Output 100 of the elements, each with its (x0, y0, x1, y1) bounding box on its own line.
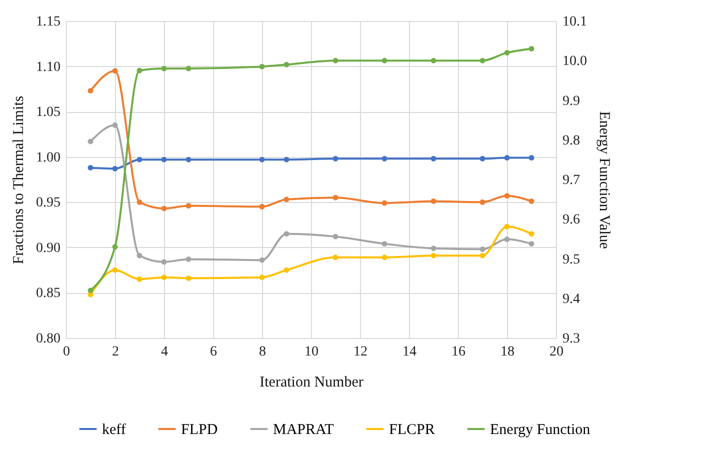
y2-tick-label: 10.0 (562, 54, 587, 70)
point (284, 156, 290, 162)
point (332, 234, 338, 240)
point (161, 259, 167, 265)
point (112, 122, 118, 128)
point (528, 198, 534, 204)
y2-tick-label: 9.7 (562, 173, 580, 188)
point (186, 275, 192, 281)
point (259, 274, 265, 280)
point (112, 166, 118, 172)
point (430, 252, 436, 258)
x-tick-label: 10 (304, 344, 318, 360)
point (480, 156, 486, 162)
point (112, 68, 118, 74)
x-tick-label: 20 (550, 344, 564, 360)
point (528, 46, 534, 52)
point (382, 200, 388, 206)
point (161, 274, 167, 280)
y2-tick-label: 10.1 (562, 14, 587, 30)
point (480, 252, 486, 258)
y-tick-label: 0.95 (36, 196, 60, 211)
x-tick-label: 4 (161, 344, 168, 360)
point (430, 156, 436, 162)
point (504, 155, 510, 160)
point (382, 156, 388, 162)
point (504, 224, 510, 230)
point (284, 267, 290, 273)
y-tick-label: 1.10 (36, 60, 60, 75)
point (136, 276, 142, 282)
x-tick-label: 14 (402, 344, 416, 360)
y-tick-label: 0.85 (36, 286, 60, 302)
point (136, 68, 142, 74)
point (161, 66, 167, 72)
point (284, 231, 290, 237)
point (430, 58, 436, 64)
point (504, 193, 510, 199)
point (186, 156, 192, 162)
y-tick-label: 0.80 (36, 332, 60, 346)
point (112, 267, 118, 273)
point (88, 288, 94, 294)
point (430, 246, 436, 252)
point (480, 246, 486, 252)
x-tick-label: 0 (63, 344, 70, 360)
point (161, 206, 167, 212)
y-tick-label: 1.15 (36, 14, 60, 30)
point (382, 254, 388, 260)
x-axis-title: Iteration Number (260, 374, 364, 390)
point (284, 196, 290, 202)
y-tick-label: 1.00 (36, 150, 60, 166)
x-tick-label: 16 (452, 344, 466, 360)
point (186, 256, 192, 262)
legend-label: FLPD (181, 422, 218, 438)
point (136, 199, 142, 205)
point (504, 236, 510, 242)
point (332, 194, 338, 200)
point (504, 50, 510, 56)
point (528, 231, 534, 237)
point (382, 241, 388, 247)
point (332, 254, 338, 260)
y-tick-label: 0.90 (36, 240, 60, 256)
point (136, 156, 142, 162)
point (259, 156, 265, 162)
point (88, 164, 94, 170)
x-tick-label: 2 (112, 344, 119, 360)
y2-axis-title: Energy Function Value (596, 111, 612, 250)
x-tick-label: 6 (210, 344, 217, 360)
legend-label: MAPRAT (273, 422, 334, 438)
point (186, 203, 192, 208)
point (430, 198, 436, 204)
point (136, 252, 142, 258)
point (88, 138, 94, 144)
point (259, 204, 265, 210)
legend-label: Energy Function (490, 422, 591, 438)
y2-tick-label: 9.9 (562, 94, 580, 109)
point (284, 62, 290, 68)
x-tick-label: 18 (500, 344, 514, 360)
y2-tick-label: 9.4 (562, 292, 580, 307)
y-axis-title: Fractions to Thermal Limits (11, 96, 27, 264)
point (259, 64, 265, 70)
point (161, 156, 167, 162)
point (88, 88, 94, 94)
point (382, 58, 388, 64)
point (112, 244, 118, 250)
y-tick-label: 1.05 (36, 105, 60, 120)
point (332, 156, 338, 162)
y2-tick-label: 9.8 (562, 133, 580, 148)
y2-tick-label: 9.5 (562, 252, 580, 268)
x-tick-label: 8 (259, 344, 266, 360)
point (528, 155, 534, 160)
point (528, 241, 534, 247)
point (480, 58, 486, 64)
point (259, 257, 265, 263)
point (332, 58, 338, 64)
legend-label: FLCPR (389, 422, 435, 438)
point (186, 66, 192, 72)
y2-tick-label: 9.6 (562, 212, 580, 228)
y2-tick-label: 9.3 (562, 332, 580, 346)
legend-label: keff (102, 422, 126, 438)
point (480, 199, 486, 205)
x-tick-label: 12 (354, 344, 368, 360)
